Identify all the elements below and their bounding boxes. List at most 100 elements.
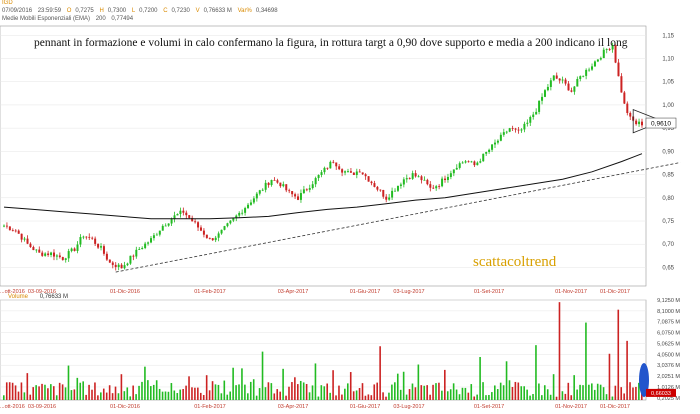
volume-panel-label: Volume <box>8 294 29 300</box>
candle-body <box>464 161 467 163</box>
candle-body <box>249 202 252 205</box>
volume-bar <box>170 383 173 400</box>
volume-bar <box>279 391 281 400</box>
volume-bar <box>55 395 58 400</box>
candle-body <box>382 189 385 197</box>
candle-body <box>147 242 150 244</box>
candle-body <box>361 172 364 175</box>
volume-bar <box>599 384 602 400</box>
volume-bar <box>426 385 428 400</box>
open-value: 0,7275 <box>75 8 94 14</box>
candle-body <box>344 171 347 173</box>
candle-body <box>602 49 605 59</box>
candle-body <box>64 258 67 260</box>
candle-body <box>70 248 73 252</box>
volume-bar <box>364 395 367 400</box>
volume-bar <box>258 388 261 400</box>
volume-bar <box>38 386 40 400</box>
volume-bar <box>549 394 552 400</box>
candle-body <box>326 167 329 169</box>
volume-x-tick-label: 03-09-2016 <box>28 404 56 410</box>
volume-bar <box>429 394 431 400</box>
candle-body <box>264 182 267 190</box>
candle-body <box>596 59 599 62</box>
ema-period: 200 <box>95 16 106 22</box>
candle-body <box>438 186 441 187</box>
candle-body <box>588 69 591 71</box>
price-x-tick-label: 03-09-2016 <box>28 289 56 295</box>
volume-bar <box>467 392 470 400</box>
candle-body <box>314 178 317 185</box>
candle-body <box>20 233 23 240</box>
volume-bar <box>176 393 179 400</box>
volume-bar <box>464 387 467 400</box>
candle-body <box>3 225 5 227</box>
volume-bar <box>20 382 23 400</box>
volume-bar <box>282 368 284 400</box>
candle-body <box>141 248 144 250</box>
candle-body <box>605 49 608 50</box>
volume-bar <box>323 386 326 400</box>
volume-bar <box>541 395 543 400</box>
volume-x-tick-label: 01-Dic-2017 <box>600 404 630 410</box>
candle-body <box>61 257 64 260</box>
volume-bar <box>573 375 575 400</box>
volume-tick-label: 5,0625 M <box>657 341 680 347</box>
volume-bar <box>461 387 464 400</box>
volume-bar <box>402 371 405 400</box>
ema-value: 0,77494 <box>111 16 134 22</box>
volume-bar <box>226 394 229 400</box>
symbol-label: IGD <box>2 0 13 6</box>
candle-body <box>405 178 408 180</box>
chart-caption: pennant in formazione e volumi in calo c… <box>34 37 628 49</box>
candle-body <box>499 134 502 141</box>
candle-body <box>567 83 570 91</box>
candle-body <box>47 253 50 255</box>
volume-bar <box>361 383 364 400</box>
volume-bar <box>564 393 567 400</box>
ohlc-readout: 07/09/2016 23:59:59 O 0,7275 H 0,7300 L 0,7… <box>2 8 278 14</box>
candle-body <box>364 174 367 177</box>
candle-body <box>470 161 473 163</box>
volume-bar <box>444 369 446 400</box>
volume-bar <box>150 386 152 400</box>
volume-bar <box>167 391 170 400</box>
candle-body <box>488 149 491 153</box>
candle-body <box>52 252 55 257</box>
candle-body <box>197 222 200 228</box>
candle-body <box>349 171 352 173</box>
candle-body <box>564 79 567 84</box>
volume-bar <box>314 363 317 400</box>
last-price-label: 0,9610 <box>651 121 671 128</box>
volume-x-tick-label: ...ott-2016 <box>0 404 25 410</box>
volume-bar <box>138 385 140 400</box>
volume-bar <box>455 389 458 400</box>
volume-bar <box>132 385 134 400</box>
candle-body <box>532 114 535 118</box>
volume-bar <box>511 386 514 400</box>
volume-panel-value: 0,76633 M <box>39 294 69 300</box>
candle-body <box>299 193 302 200</box>
indicator-lines <box>3 153 681 273</box>
last-price-box <box>645 117 677 129</box>
volume-bar <box>247 393 249 400</box>
volume-bar <box>35 385 37 400</box>
volume-bar <box>538 383 540 400</box>
candle-body <box>29 243 32 248</box>
volume-bar <box>491 392 493 400</box>
volume-bar <box>291 382 293 400</box>
volume-bar <box>526 389 528 400</box>
candle-body <box>338 166 341 170</box>
candle-body <box>100 246 103 248</box>
candle-body <box>155 234 158 236</box>
price-tick-label: 0,95 <box>662 126 674 132</box>
candle-body <box>561 79 564 81</box>
candle-body <box>167 223 170 226</box>
volume-bar <box>32 387 35 400</box>
volume-bar <box>14 385 17 400</box>
volume-x-tick-label: 01-Nov-2017 <box>555 404 587 410</box>
price-x-tick-label: 01-Dic-2017 <box>600 289 630 295</box>
volume-bar <box>552 374 555 400</box>
volume-bar <box>473 396 476 400</box>
volume-bar <box>94 382 96 400</box>
